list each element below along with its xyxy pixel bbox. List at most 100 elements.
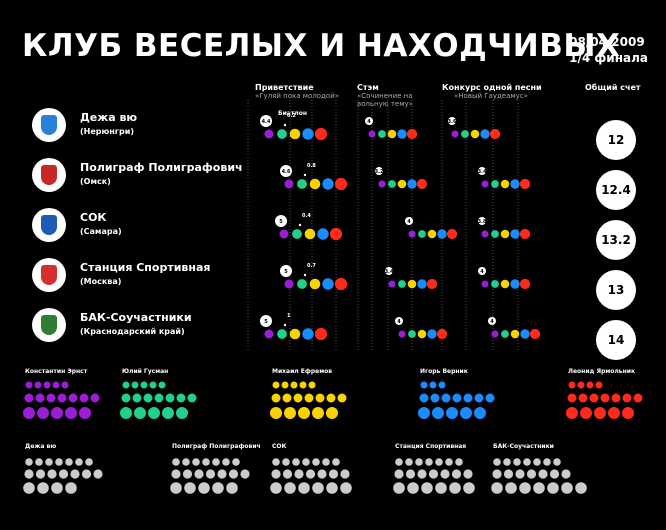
judge-score-dot [480,129,490,139]
team-summary-dot [435,458,443,466]
team-summary-name: БАК-Соучастники [493,443,554,450]
judge-score-dot [491,330,499,338]
biathlon-label: Биатлон [278,110,307,117]
judge-score-dot [451,130,459,138]
judge-score-dot [510,279,520,289]
judge-dot [293,393,303,403]
team-summary-dot [35,469,46,479]
judge-dot [460,407,472,419]
score-label: 4 [367,119,371,125]
judge-score-dot [264,329,274,339]
judge-dot [418,407,430,419]
team-summary-dot [547,482,559,494]
team-summary-dot [182,469,193,479]
team-summary-dot [405,458,413,466]
team-crest-icon [32,258,66,292]
judge-dot [90,393,100,403]
judge-dot [143,393,153,403]
judge-dot [131,381,139,389]
team-summary-dot [519,482,531,494]
judge-dot [282,393,292,403]
team-summary-dot [75,458,83,466]
team-city: (Краснодарский край) [80,327,185,336]
judge-score-dot [314,127,328,141]
team-summary-dot [393,482,405,494]
team-summary-dot [340,469,350,479]
column-subtitle: «Сочинение на вольную тему» [357,92,413,108]
judge-name: Игорь Верник [420,368,468,375]
judge-dot [567,393,577,403]
judge-dot [281,381,289,389]
team-summary-dot [513,458,521,466]
biathlon-dot [283,123,287,127]
judge-dot [290,381,298,389]
team-summary-dot [503,469,514,479]
judge-dot [485,393,495,403]
team-crest-icon [32,108,66,142]
judge-dot [611,393,621,403]
team-summary-dot [561,469,571,479]
judge-score-dot [387,129,397,139]
judge-score-dot [297,179,307,189]
biathlon-value: 0.8 [307,163,316,169]
judge-dot [165,393,175,403]
score-badge [488,317,496,325]
judge-score-dot [491,180,499,188]
judge-dot [52,381,60,389]
score-badge [405,217,413,225]
date-block: 08/04/2009 1/4 финала [569,34,648,66]
page-title: КЛУБ ВЕСЕЛЫХ И НАХОДЧИВЫХ [22,28,621,64]
team-summary-dot [523,458,531,466]
judge-dot [140,381,148,389]
team-summary-dot [428,469,439,479]
team-summary-dot [171,469,181,479]
score-label: 4 [407,219,411,225]
team-summary-dot [170,482,182,494]
biathlon-value: 0.2 [287,113,296,119]
team-summary-dot [222,458,230,466]
team-summary-dot [312,458,320,466]
team-summary-dot [491,482,503,494]
judge-score-dot [408,230,416,238]
biathlon-value: 0.7 [307,263,316,269]
judge-dot [452,393,462,403]
judge-score-dot [297,279,307,289]
team-summary-dot [317,469,327,479]
team-summary-dot [55,458,63,466]
judge-score-dot [289,128,301,140]
judge-dot [120,407,132,419]
judge-score-dot [529,328,541,340]
judge-dot [633,393,643,403]
score-badge [280,265,292,277]
team-summary-dot [282,469,293,479]
judge-dot [432,407,444,419]
judge-dot [57,393,67,403]
judge-score-dot [292,229,302,239]
judge-score-dot [277,329,287,339]
team-summary-dot [51,482,63,494]
team-summary-dot [394,469,404,479]
team-summary-name: Полиграф Полиграфович [172,443,261,450]
judge-score-dot [309,278,321,290]
judge-dot [24,393,34,403]
score-badge [375,167,383,175]
score-label: 3.6 [448,119,457,125]
shield-icon [41,315,57,335]
team-summary-dot [182,458,190,466]
judge-dot [270,407,282,419]
judge-dot [134,407,146,419]
biathlon-dot [303,173,307,177]
judge-score-dot [519,228,531,240]
judge-dot [46,393,56,403]
column-subtitle: «Новый Гаудеамус» [454,92,528,100]
judge-score-dot [500,279,510,289]
score-badge [478,267,486,275]
team-summary-dot [272,458,280,466]
judge-score-dot [397,129,407,139]
column-subtitle: «Гуляй пока молодой» [255,92,340,100]
judge-score-dot [302,128,314,140]
team-summary-dot [271,469,281,479]
team-summary-dot [184,482,196,494]
judge-score-dot [378,180,386,188]
